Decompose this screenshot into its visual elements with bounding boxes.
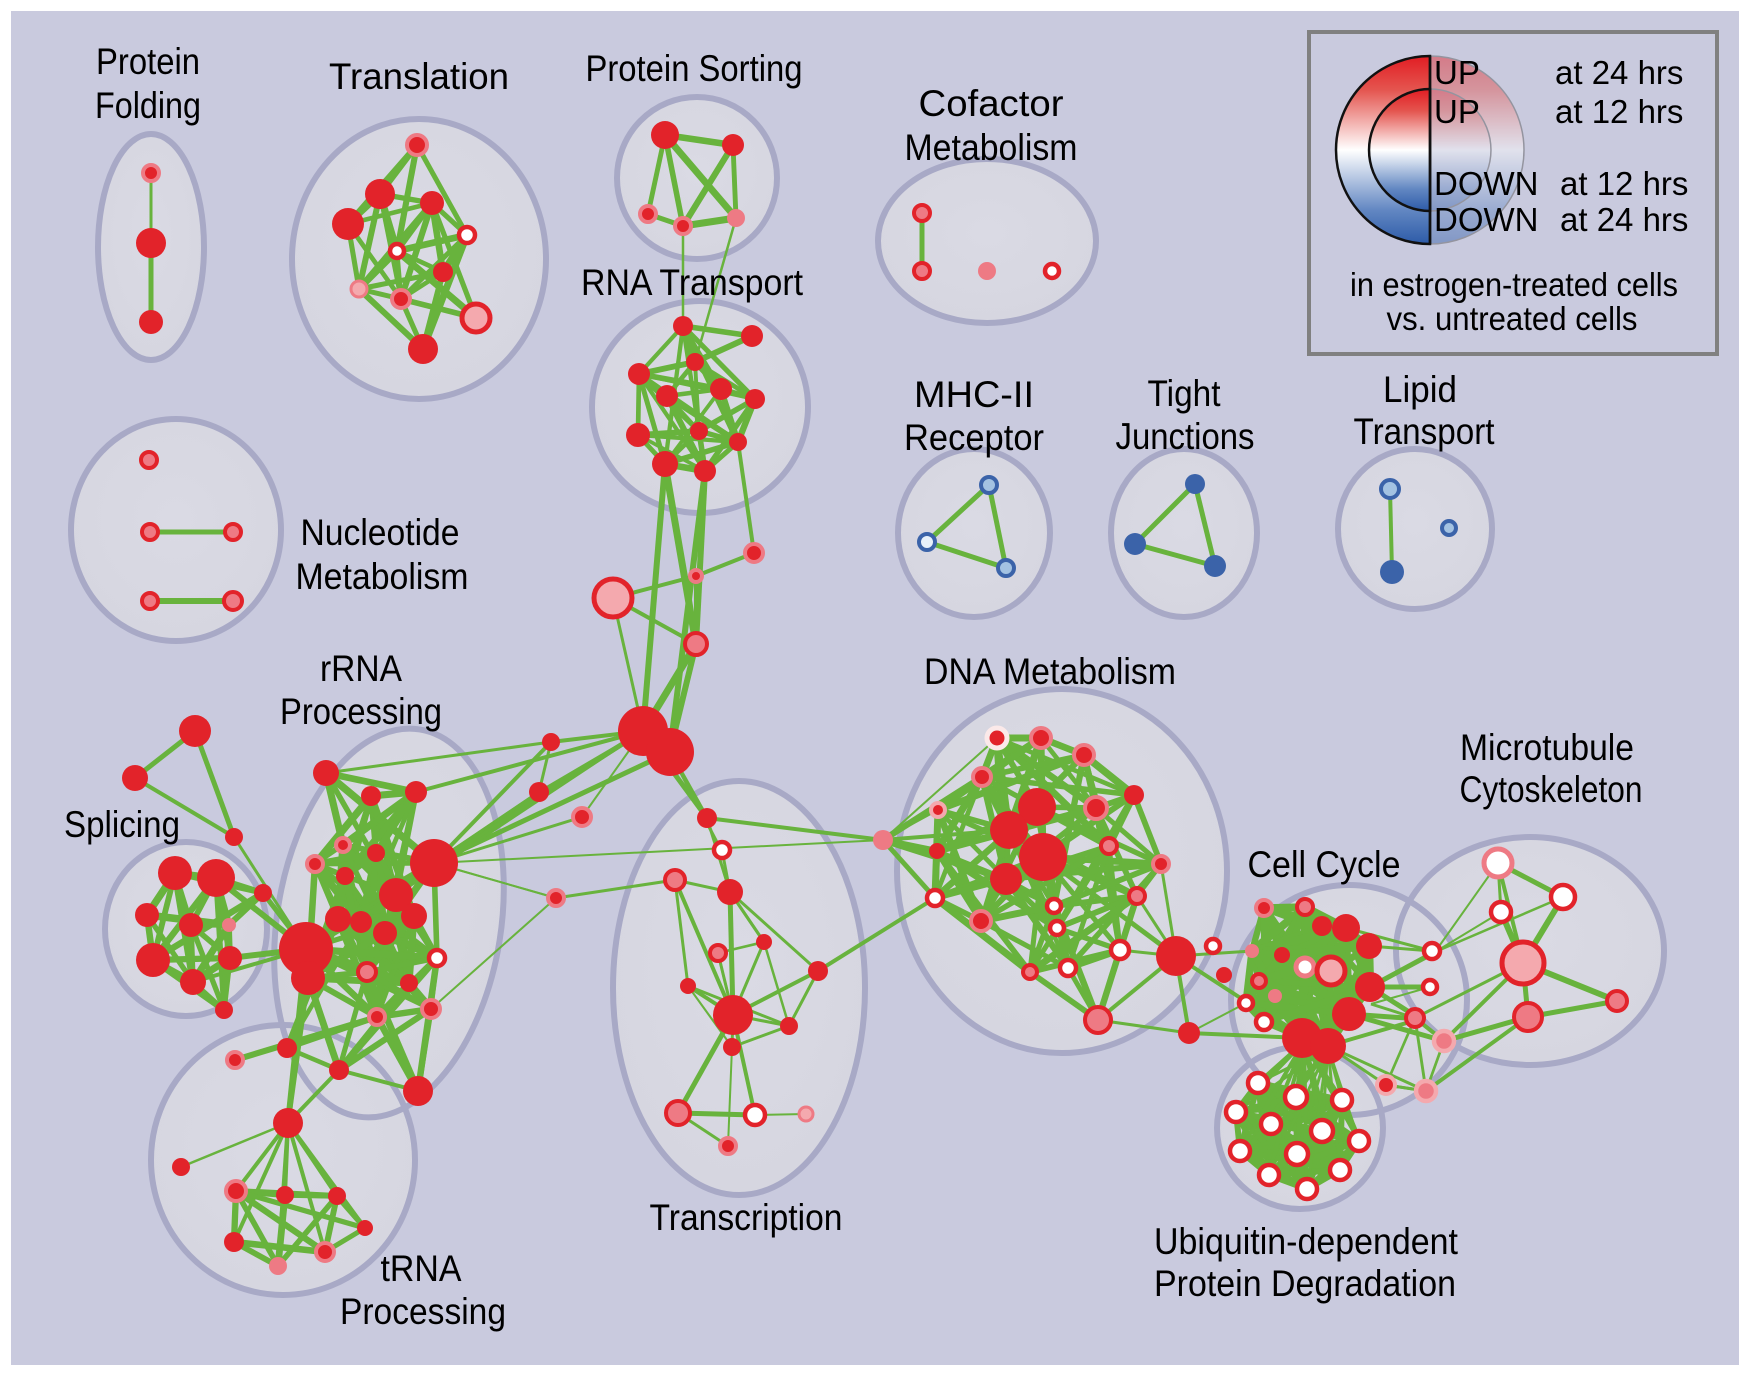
svg-text:at 24 hrs: at 24 hrs [1555, 54, 1683, 91]
svg-text:DOWN: DOWN [1434, 201, 1538, 238]
svg-text:Lipid: Lipid [1383, 369, 1457, 410]
svg-text:Protein: Protein [96, 41, 200, 82]
svg-text:Metabolism: Metabolism [296, 556, 469, 597]
svg-text:rRNA: rRNA [320, 648, 402, 689]
svg-text:Processing: Processing [340, 1291, 506, 1332]
svg-text:Processing: Processing [280, 691, 442, 732]
svg-text:Metabolism: Metabolism [905, 127, 1078, 168]
svg-text:Protein Sorting: Protein Sorting [586, 48, 803, 89]
svg-text:Junctions: Junctions [1116, 416, 1255, 457]
svg-text:RNA Transport: RNA Transport [581, 262, 804, 303]
svg-text:Cell Cycle: Cell Cycle [1248, 844, 1401, 885]
svg-text:DNA Metabolism: DNA Metabolism [924, 651, 1176, 692]
svg-text:at 24 hrs: at 24 hrs [1560, 201, 1688, 238]
svg-text:Transcription: Transcription [650, 1197, 843, 1238]
svg-text:UP: UP [1434, 93, 1480, 130]
svg-text:DOWN: DOWN [1434, 165, 1538, 202]
svg-text:Protein Degradation: Protein Degradation [1154, 1263, 1456, 1304]
svg-text:Splicing: Splicing [64, 804, 180, 845]
svg-text:in estrogen-treated cells: in estrogen-treated cells [1350, 266, 1678, 303]
svg-text:Nucleotide: Nucleotide [301, 512, 460, 553]
svg-text:Translation: Translation [329, 56, 509, 97]
svg-text:Transport: Transport [1354, 411, 1496, 452]
svg-text:Receptor: Receptor [904, 417, 1044, 458]
svg-text:vs. untreated cells: vs. untreated cells [1387, 300, 1638, 337]
svg-text:tRNA: tRNA [381, 1248, 462, 1289]
svg-text:Folding: Folding [95, 85, 201, 126]
svg-text:Cytoskeleton: Cytoskeleton [1460, 769, 1643, 810]
svg-text:Ubiquitin-dependent: Ubiquitin-dependent [1154, 1221, 1459, 1262]
svg-text:Cofactor: Cofactor [919, 83, 1064, 124]
svg-text:Tight: Tight [1148, 373, 1222, 414]
svg-text:at 12 hrs: at 12 hrs [1555, 93, 1683, 130]
svg-text:Microtubule: Microtubule [1460, 727, 1634, 768]
svg-text:MHC-II: MHC-II [914, 374, 1034, 415]
svg-text:at 12 hrs: at 12 hrs [1560, 165, 1688, 202]
svg-text:UP: UP [1434, 54, 1480, 91]
